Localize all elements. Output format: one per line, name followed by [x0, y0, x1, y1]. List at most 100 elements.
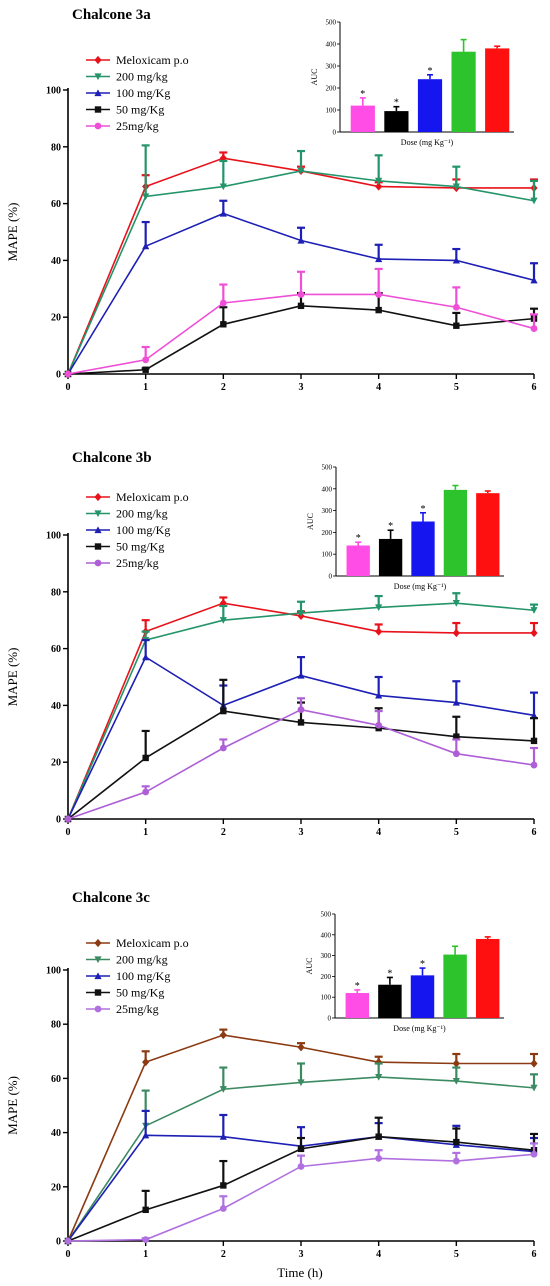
- series-2: [64, 1109, 538, 1245]
- inset-y-tick-label: 500: [321, 911, 332, 919]
- x-tick-label: 2: [221, 827, 226, 838]
- data-point: [375, 691, 383, 699]
- data-point: [530, 607, 538, 614]
- data-point: [142, 1236, 150, 1244]
- x-tick-label: 0: [66, 1249, 71, 1260]
- x-tick-label: 5: [454, 1249, 459, 1260]
- data-point: [452, 698, 460, 706]
- x-tick-label: 3: [299, 1249, 304, 1260]
- data-point: [219, 744, 227, 752]
- y-tick-label: 80: [51, 1020, 61, 1031]
- x-tick-label: 5: [454, 827, 459, 838]
- inset-x-label: Dose (mg Kg⁻¹): [401, 138, 454, 147]
- series-line: [67, 157, 534, 375]
- inset-y-tick-label: 0: [329, 573, 333, 581]
- legend-marker: [94, 956, 102, 964]
- inset-bar: [346, 545, 370, 576]
- legend-label: 25mg/kg: [116, 119, 159, 133]
- legend-label: 50 mg/Kg: [116, 986, 164, 1000]
- x-tick-label: 2: [221, 1249, 226, 1260]
- legend: Meloxicam p.o 200 mg/kg 100 mg/Kg 50 mg/Kg 2…: [86, 936, 189, 1016]
- data-point: [375, 255, 383, 263]
- series-line: [67, 1135, 535, 1242]
- data-point: [530, 1084, 538, 1092]
- x-tick-label: 1: [143, 827, 148, 838]
- inset-bar-chart: 0 100 200 300 400 500 AUC Dose (mg Kg⁻¹) * * *: [305, 911, 504, 1033]
- data-point: [142, 242, 150, 250]
- legend-label: 25mg/kg: [116, 1002, 159, 1016]
- legend: Meloxicam p.o 200 mg/kg 100 mg/Kg 50 mg/Kg 2…: [86, 490, 189, 570]
- data-point: [219, 1086, 227, 1093]
- y-tick-label: 60: [51, 1074, 61, 1085]
- data-point: [297, 1043, 305, 1052]
- legend-marker: [94, 122, 102, 130]
- data-point: [375, 1073, 383, 1081]
- inset-bar: [378, 984, 402, 1018]
- data-point: [297, 706, 305, 714]
- y-tick-label: 60: [51, 199, 61, 210]
- data-point: [219, 1030, 227, 1040]
- panel-title: Chalcone 3b: [72, 450, 152, 466]
- y-axis-label: MAPE (%): [5, 648, 20, 707]
- y-tick-label: 100: [46, 966, 61, 977]
- inset-x-label: Dose (mg Kg⁻¹): [394, 582, 447, 591]
- significance-marker: *: [360, 89, 365, 100]
- data-point: [297, 1079, 305, 1087]
- legend-label: 100 mg/Kg: [116, 86, 170, 100]
- y-tick-label: 40: [51, 1128, 61, 1139]
- panel-2: Chalcone 3b 0 20 40 60 80 100 0 1 2 3 4 5 6 MAPE (%) Me…: [5, 450, 538, 838]
- significance-marker: *: [428, 66, 433, 77]
- data-point: [220, 707, 227, 715]
- panel-1: Chalcone 3a 0 20 40 60 80 100 0 1 2 3 4 5 6 MAPE (%) Me…: [5, 7, 538, 393]
- significance-marker: *: [421, 504, 426, 515]
- data-point: [64, 815, 72, 823]
- legend-marker: [94, 1005, 102, 1013]
- inset-bar: [476, 493, 500, 576]
- data-point: [220, 1182, 227, 1189]
- data-point: [530, 197, 538, 205]
- x-tick-label: 5: [454, 382, 459, 393]
- legend-marker: [94, 543, 102, 550]
- data-point: [375, 1133, 382, 1140]
- data-point: [142, 1131, 150, 1139]
- data-point: [142, 754, 149, 762]
- significance-marker: *: [356, 533, 361, 544]
- data-point: [219, 209, 227, 217]
- legend: Meloxicam p.o 200 mg/kg 100 mg/Kg 50 mg/Kg 2…: [86, 53, 189, 133]
- legend-label: Meloxicam p.o: [116, 490, 189, 504]
- data-point: [142, 788, 150, 796]
- data-point: [452, 1078, 460, 1085]
- inset-bar: [378, 538, 403, 576]
- data-point: [530, 711, 538, 719]
- inset-y-tick-label: 100: [326, 107, 337, 115]
- significance-marker: *: [355, 981, 360, 992]
- legend-marker: [94, 938, 102, 948]
- data-point: [297, 302, 305, 310]
- data-point: [452, 1157, 460, 1165]
- data-point: [297, 719, 305, 726]
- x-tick-label: 0: [66, 827, 71, 838]
- y-tick-label: 20: [51, 758, 61, 769]
- series-line: [67, 305, 535, 375]
- inset-bar: [417, 79, 443, 132]
- inset-y-tick-label: 400: [321, 931, 332, 939]
- legend-label: 100 mg/Kg: [116, 969, 170, 983]
- data-point: [452, 1059, 460, 1068]
- significance-marker: *: [394, 98, 399, 109]
- data-point: [530, 737, 538, 745]
- inset-y-tick-label: 500: [322, 464, 333, 472]
- data-point: [297, 167, 305, 175]
- inset-bar: [345, 993, 370, 1018]
- data-point: [64, 1237, 72, 1245]
- data-point: [452, 183, 460, 191]
- data-point: [142, 653, 150, 661]
- legend-label: 200 mg/kg: [116, 507, 168, 521]
- data-point: [375, 182, 383, 191]
- inset-y-tick-label: 100: [322, 551, 333, 559]
- data-point: [297, 1163, 305, 1170]
- legend-marker: [94, 73, 102, 81]
- data-point: [530, 761, 538, 769]
- x-axis-label: Time (h): [277, 1265, 322, 1280]
- data-point: [452, 750, 460, 758]
- legend-label: 200 mg/kg: [116, 70, 168, 84]
